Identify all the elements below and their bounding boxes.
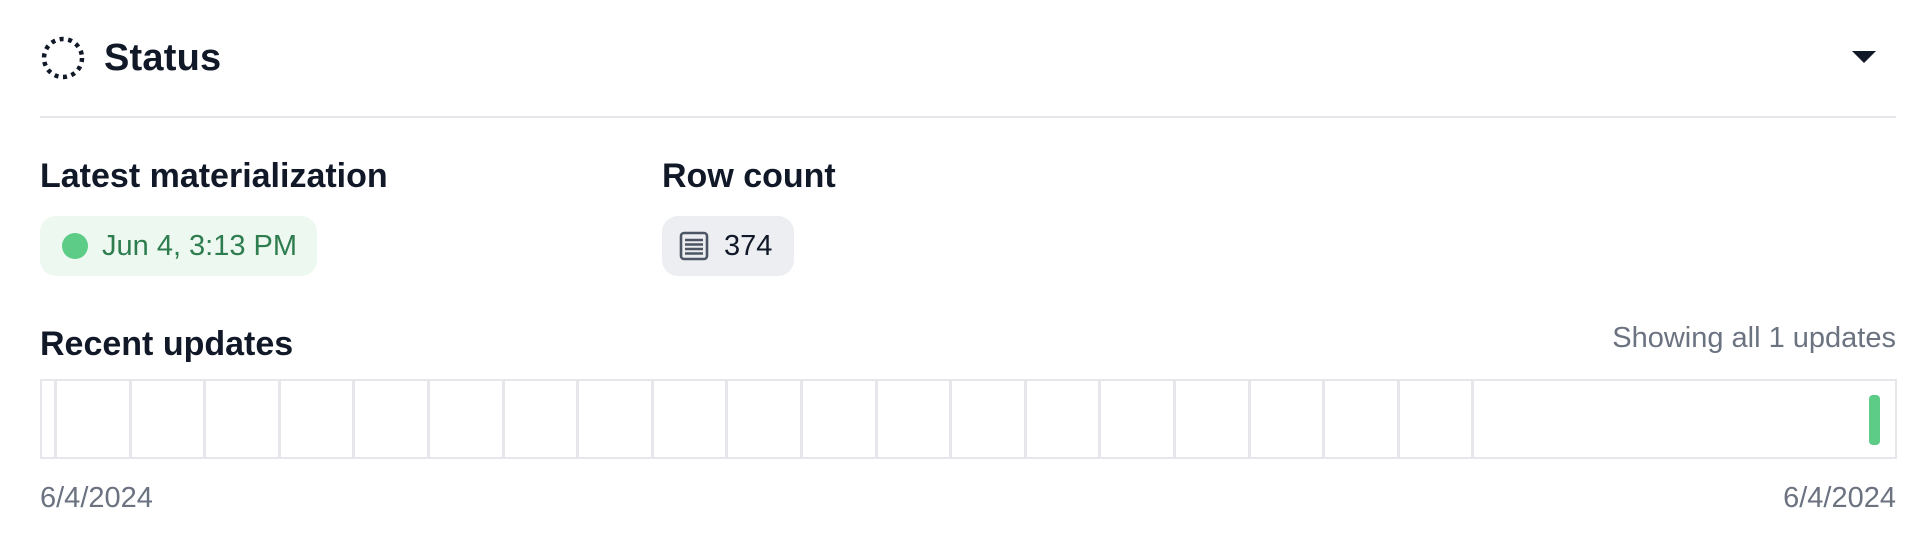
collapse-button[interactable] xyxy=(1847,44,1881,74)
timeline-tick xyxy=(1173,381,1176,457)
timeline-tick xyxy=(54,381,57,457)
status-header[interactable]: Status xyxy=(40,0,1896,118)
panel-title: Status xyxy=(104,36,222,79)
timeline-tick xyxy=(427,381,430,457)
timeline-tick xyxy=(1023,381,1027,457)
timeline-tick xyxy=(650,381,654,457)
dashed-circle-icon xyxy=(40,35,86,81)
timeline-tick xyxy=(1322,381,1326,457)
materialization-timestamp-tag[interactable]: Jun 4, 3:13 PM xyxy=(40,216,318,276)
timeline-tick xyxy=(1247,381,1251,457)
timeline-tick xyxy=(874,381,878,457)
updates-timeline xyxy=(40,379,1897,459)
timeline-tick xyxy=(800,381,803,457)
latest-materialization-section: Latest materialization Jun 4, 3:13 PM xyxy=(40,150,388,276)
recent-updates-summary: Showing all 1 updates xyxy=(1612,322,1896,354)
timeline-tick xyxy=(277,381,281,457)
row-count-value: 374 xyxy=(724,229,773,262)
row-count-label: Row count xyxy=(662,157,836,195)
success-status-dot-icon xyxy=(62,233,88,259)
timeline-tick xyxy=(501,381,505,457)
timeline-end-date: 6/4/2024 xyxy=(1783,482,1896,514)
caret-down-icon xyxy=(1851,50,1877,69)
latest-materialization-label: Latest materialization xyxy=(40,157,388,195)
timeline-tick xyxy=(576,381,580,457)
timeline-tick xyxy=(725,381,729,457)
timeline-tick xyxy=(128,381,132,457)
table-rows-icon xyxy=(678,230,710,262)
timeline-tick xyxy=(1098,381,1102,457)
timeline-tick xyxy=(949,381,953,457)
row-count-tag: 374 xyxy=(662,216,795,276)
update-marker[interactable] xyxy=(1869,395,1881,445)
timeline-start-date: 6/4/2024 xyxy=(40,482,153,514)
timeline-tick xyxy=(203,381,207,457)
recent-updates-title: Recent updates xyxy=(40,325,294,363)
timeline-tick xyxy=(1471,381,1475,457)
materialization-timestamp: Jun 4, 3:13 PM xyxy=(102,229,298,262)
timeline-tick xyxy=(1396,381,1400,457)
row-count-section: Row count 374 xyxy=(662,150,836,276)
timeline-tick xyxy=(352,381,356,457)
